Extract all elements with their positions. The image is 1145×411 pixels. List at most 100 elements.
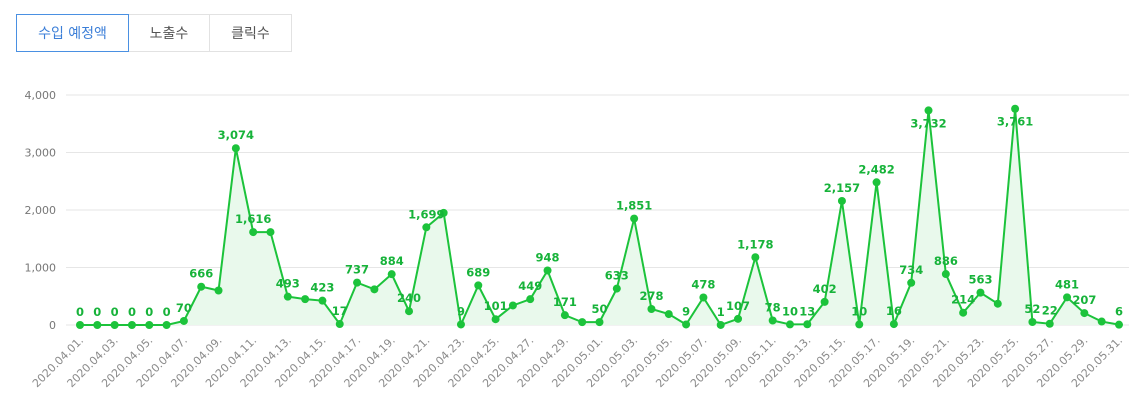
data-label: 2,482 [858,162,894,176]
data-point[interactable] [820,297,829,306]
data-point[interactable] [993,299,1002,308]
data-point[interactable] [301,295,310,304]
data-point[interactable] [93,321,102,329]
data-point[interactable] [249,228,258,237]
data-point[interactable] [872,178,881,187]
data-point[interactable] [127,321,136,329]
data-point[interactable] [231,144,240,153]
data-label: 10 [851,304,867,318]
data-point[interactable] [768,316,777,325]
data-point[interactable] [734,314,743,323]
data-label: 0 [163,305,171,319]
data-point[interactable] [370,285,379,294]
data-point[interactable] [283,292,292,301]
data-label: 3,074 [218,128,254,142]
data-point[interactable] [474,281,483,290]
data-point[interactable] [353,278,362,287]
data-point[interactable] [941,270,950,279]
data-label: 13 [799,304,815,318]
data-point[interactable] [1063,293,1072,302]
data-point[interactable] [526,295,535,304]
data-point[interactable] [76,321,84,329]
data-label: 734 [899,263,923,277]
data-point[interactable] [1011,104,1020,113]
data-point[interactable] [751,253,760,262]
data-label: 886 [934,254,958,268]
data-point[interactable] [682,320,691,329]
data-point[interactable] [145,321,154,329]
data-label: 3,732 [910,116,946,130]
data-point[interactable] [456,320,465,329]
data-label: 22 [1042,304,1058,318]
data-point[interactable] [976,288,985,297]
data-label: 0 [128,305,136,319]
data-point[interactable] [214,286,223,295]
data-label: 1,178 [737,237,773,251]
data-point[interactable] [405,307,414,316]
series-area-fill [80,108,1119,326]
data-point[interactable] [647,305,656,314]
data-point[interactable] [1080,309,1089,318]
data-point[interactable] [907,278,916,287]
data-label: 1,616 [235,212,271,226]
data-point[interactable] [664,310,673,319]
data-point[interactable] [578,318,587,327]
y-tick-label: 0 [49,319,56,332]
data-label: 0 [93,305,101,319]
data-label: 689 [466,265,490,279]
y-tick-label: 3,000 [25,147,57,160]
data-label: 3,761 [997,115,1033,129]
data-label: 52 [1024,302,1040,316]
data-point[interactable] [439,208,448,217]
data-point[interactable] [924,106,933,115]
data-point[interactable] [595,318,604,327]
data-point[interactable] [387,270,396,279]
data-label: 666 [189,267,213,281]
data-label: 6 [1115,305,1123,319]
data-point[interactable] [837,196,846,205]
data-point[interactable] [162,321,171,329]
data-point[interactable] [266,228,275,237]
data-point[interactable] [1028,318,1037,327]
data-label: 70 [176,301,192,315]
data-label: 402 [813,282,837,296]
data-label: 50 [591,302,607,316]
tab-expected-revenue[interactable]: 수입 예정액 [16,14,129,52]
data-point[interactable] [959,308,968,317]
data-point[interactable] [803,320,812,329]
data-point[interactable] [855,320,864,329]
data-point[interactable] [612,284,621,293]
data-point[interactable] [1045,319,1054,328]
data-point[interactable] [543,266,552,275]
data-point[interactable] [889,320,898,329]
data-label: 737 [345,263,369,277]
metric-tabs: 수입 예정액 노출수 클릭수 [16,14,292,52]
data-point[interactable] [318,296,327,305]
data-label: 481 [1055,277,1079,291]
data-point[interactable] [197,282,206,291]
data-point[interactable] [179,316,188,325]
tab-clicks[interactable]: 클릭수 [209,14,292,52]
data-label: 1,699 [408,207,444,221]
data-point[interactable] [785,320,794,329]
x-axis-ticks: 2020.04.01.2020.04.03.2020.04.05.2020.04… [30,334,1125,390]
data-point[interactable] [630,214,639,223]
data-label: 563 [968,273,992,287]
data-point[interactable] [335,320,344,329]
data-label: 9 [457,304,465,318]
data-label: 17 [332,304,348,318]
data-label: 78 [765,301,781,315]
data-point[interactable] [491,315,500,324]
data-point[interactable] [1115,320,1123,329]
data-point[interactable] [1097,317,1106,326]
data-point[interactable] [110,321,119,329]
data-point[interactable] [508,301,517,310]
data-point[interactable] [716,320,725,329]
data-label: 101 [484,299,508,313]
data-label: 240 [397,291,421,305]
data-point[interactable] [422,223,431,232]
data-point[interactable] [699,293,708,302]
data-label: 478 [691,278,715,292]
y-axis-ticks: 0 1,000 2,000 3,000 4,000 [25,89,57,332]
data-point[interactable] [560,311,569,320]
